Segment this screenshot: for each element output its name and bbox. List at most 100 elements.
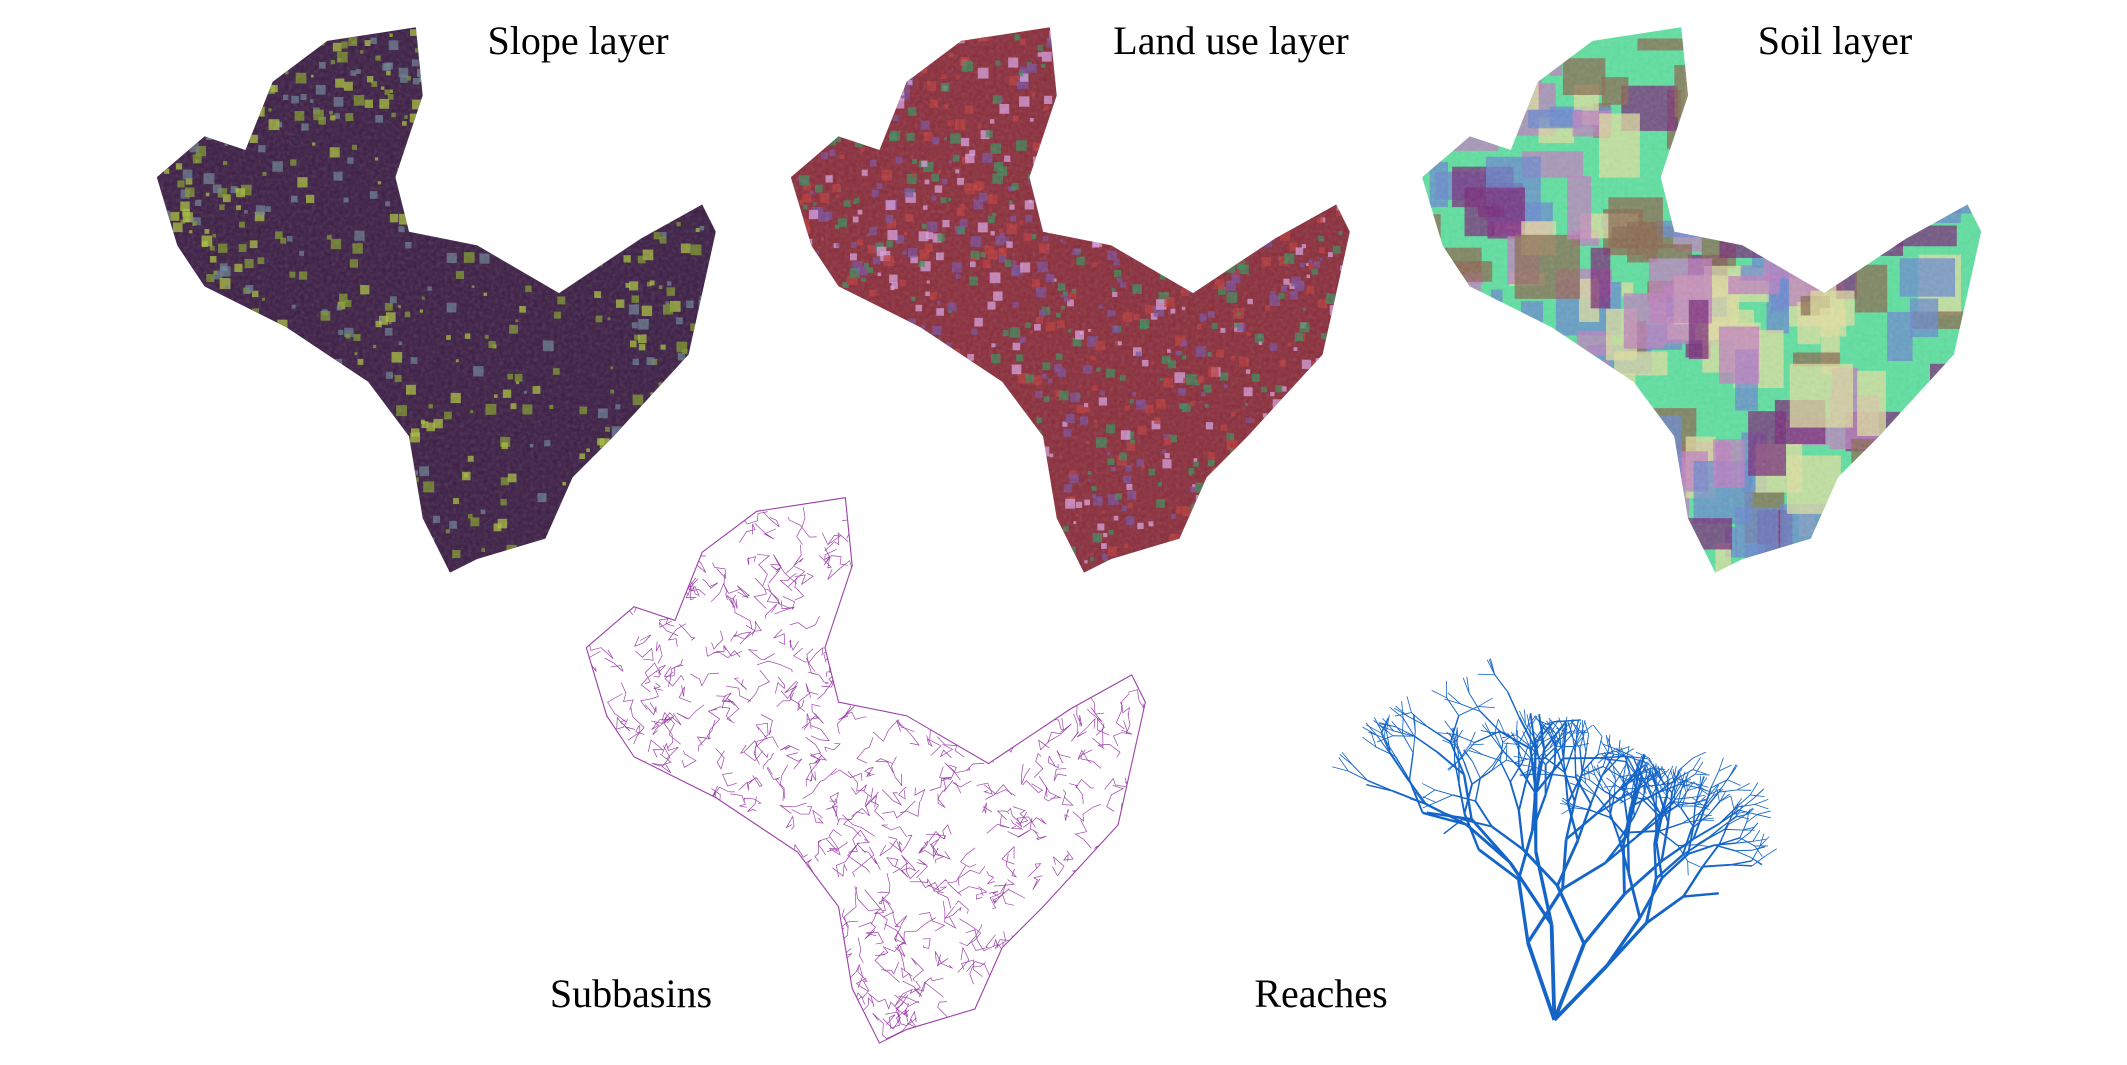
reach-segment <box>1609 812 1621 840</box>
raster-cell <box>932 366 944 378</box>
raster-cell <box>236 309 243 316</box>
raster-cell <box>198 362 208 372</box>
raster-cell <box>997 517 1008 528</box>
raster-cell <box>932 537 941 546</box>
raster-cell <box>641 134 652 145</box>
raster-cell <box>975 548 983 556</box>
raster-cell <box>276 369 283 376</box>
raster-cell <box>260 351 266 357</box>
raster-cell <box>594 473 604 483</box>
raster-cell <box>850 542 859 551</box>
raster-cell <box>1043 456 1047 460</box>
raster-cell <box>1110 214 1119 223</box>
raster-cell <box>911 566 916 570</box>
raster-cell <box>801 435 806 441</box>
subbasin-boundary <box>894 994 910 1016</box>
raster-cell <box>1854 167 1879 206</box>
subbasin-boundary <box>965 763 985 771</box>
raster-cell <box>301 372 308 379</box>
raster-cell <box>1324 180 1328 185</box>
raster-cell <box>238 517 246 525</box>
raster-cell <box>614 207 624 216</box>
raster-cell <box>252 94 264 105</box>
raster-cell <box>592 503 596 507</box>
raster-cell <box>837 373 846 382</box>
raster-cell <box>189 484 198 493</box>
subbasin-boundary <box>734 605 753 630</box>
reach-segment <box>1647 780 1652 798</box>
raster-cell <box>199 331 209 340</box>
raster-cell <box>667 188 672 193</box>
subbasin-boundary <box>712 785 735 797</box>
raster-cell <box>1236 199 1240 204</box>
reach-segment <box>1593 765 1601 778</box>
raster-cell <box>1030 430 1041 441</box>
raster-cell <box>1237 181 1242 185</box>
raster-cell <box>976 455 984 463</box>
reach-segment <box>1447 758 1461 770</box>
subbasin-boundary <box>875 945 889 957</box>
reach-segment <box>1540 730 1550 744</box>
raster-cell <box>460 230 471 240</box>
raster-cell <box>453 208 463 218</box>
reach-segment <box>1394 712 1412 717</box>
reach-segment <box>1608 791 1611 814</box>
reach-segment <box>1658 830 1679 847</box>
raster-cell <box>440 89 445 94</box>
reach-segment <box>1522 731 1529 745</box>
raster-cell <box>643 515 650 523</box>
subbasin-boundary <box>756 660 793 673</box>
raster-cell <box>404 470 409 474</box>
reach-segment <box>1635 751 1650 759</box>
raster-cell <box>709 355 713 359</box>
raster-cell <box>491 65 501 75</box>
subbasin-boundary <box>863 767 872 776</box>
subbasin-boundary <box>743 739 769 759</box>
subbasin-boundary <box>1007 807 1028 824</box>
raster-cell <box>645 481 654 490</box>
raster-cell <box>668 149 678 160</box>
raster-cell <box>228 447 235 455</box>
raster-cell <box>374 445 385 456</box>
raster-cell <box>190 390 200 399</box>
subbasin-boundary <box>721 695 736 706</box>
reach-segment <box>1613 766 1616 780</box>
reach-segment <box>1538 714 1546 750</box>
raster-cell <box>1542 356 1557 375</box>
raster-cell <box>1058 170 1062 174</box>
raster-cell <box>1246 82 1252 88</box>
raster-cell <box>1302 494 1306 498</box>
raster-cell <box>1107 208 1111 213</box>
raster-cell <box>1006 450 1010 455</box>
raster-cell <box>801 463 813 474</box>
raster-cell <box>165 328 177 340</box>
subbasin-boundary <box>836 705 855 735</box>
subbasin-boundary <box>1000 882 1015 906</box>
raster-cell <box>198 449 204 454</box>
raster-cell <box>897 320 902 325</box>
raster-cell <box>687 188 691 192</box>
reach-segment <box>1411 712 1428 728</box>
raster-cell <box>817 452 824 459</box>
raster-cell <box>1424 288 1462 354</box>
subbasin-boundary <box>881 961 900 975</box>
reach-segment <box>1613 782 1625 797</box>
reach-segment <box>1692 757 1701 770</box>
raster-cell <box>1132 243 1141 252</box>
reach-segment <box>1444 698 1461 705</box>
raster-cell <box>1461 332 1501 389</box>
raster-cell <box>1275 90 1281 96</box>
raster-cell <box>1227 214 1237 224</box>
raster-cell <box>547 229 553 235</box>
raster-cell <box>1163 229 1169 236</box>
reach-segment <box>1434 789 1453 796</box>
raster-cell <box>1183 138 1187 142</box>
reach-segment <box>1490 658 1496 675</box>
raster-cell <box>1307 453 1316 461</box>
raster-cell <box>376 463 383 470</box>
raster-cell <box>439 51 451 63</box>
reach-segment <box>1749 782 1759 796</box>
subbasin-boundary <box>1051 717 1064 731</box>
raster-cell <box>1107 199 1119 211</box>
raster-cell <box>221 353 227 359</box>
